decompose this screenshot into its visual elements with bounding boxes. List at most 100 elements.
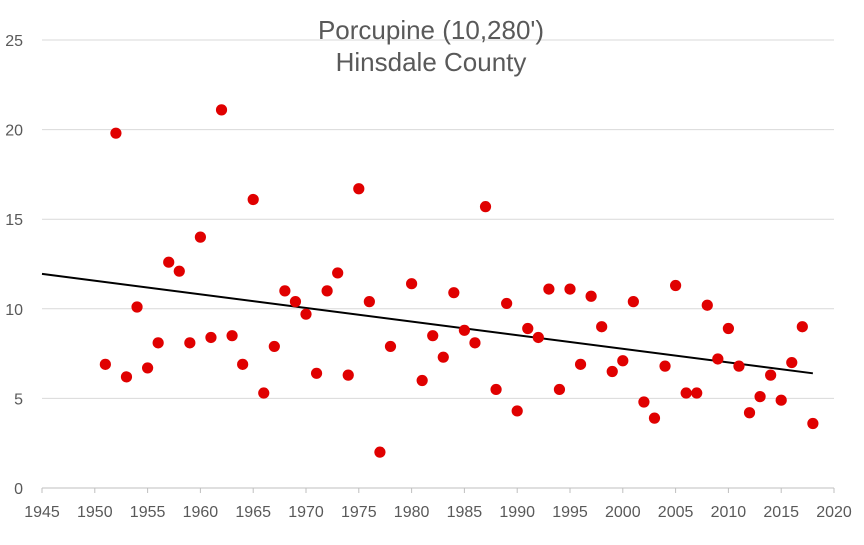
data-point-1980 [406, 278, 418, 290]
data-point-1984 [448, 287, 460, 299]
data-point-1971 [310, 367, 323, 379]
data-point-1965 [247, 193, 259, 206]
data-point-1991 [522, 322, 534, 335]
data-point-1968 [279, 285, 291, 297]
data-point-1975 [353, 183, 365, 195]
data-point-1986 [469, 337, 481, 349]
x-tick-label-1975: 1975 [341, 504, 377, 521]
data-point-1954 [131, 301, 143, 313]
data-point-2015 [775, 394, 787, 406]
data-point-1996 [574, 358, 587, 370]
x-tick-label-2000: 2000 [605, 504, 641, 521]
data-point-1982 [427, 330, 439, 342]
chart-title: Porcupine (10,280')Hinsdale County [318, 15, 544, 77]
data-point-2010 [722, 322, 735, 335]
data-point-2002 [638, 396, 650, 408]
data-point-2009 [712, 353, 724, 365]
data-point-1988 [490, 383, 502, 396]
data-point-1951 [99, 358, 111, 370]
data-point-1952 [110, 127, 122, 139]
linear-trendline [41, 272, 814, 375]
data-point-2006 [680, 387, 692, 399]
data-point-2008 [701, 299, 713, 311]
data-point-1966 [258, 387, 270, 399]
data-point-1998 [596, 321, 608, 333]
y-tick-label-0: 0 [14, 481, 23, 498]
data-point-1953 [120, 371, 133, 383]
data-point-2005 [670, 279, 682, 292]
y-tick-labels: 0 5 10 15 20 25 [5, 33, 23, 498]
data-point-1960 [194, 231, 206, 243]
x-tick-label-2020: 2020 [816, 504, 852, 521]
data-point-2017 [796, 321, 808, 333]
data-point-2004 [659, 360, 671, 372]
chart-title-line-1: Porcupine (10,280') [318, 15, 544, 45]
data-point-1963 [226, 330, 238, 342]
x-tick-label-1990: 1990 [499, 504, 535, 521]
data-point-1992 [532, 331, 544, 344]
data-point-1973 [332, 267, 344, 279]
x-tick-label-1985: 1985 [447, 504, 483, 521]
x-tick-labels: 1945 1950 1955 1960 1965 1970 1975 1980 1985 1990… [24, 504, 852, 521]
data-point-2018 [807, 417, 819, 430]
data-point-1961 [205, 331, 217, 344]
data-point-1962 [215, 104, 228, 116]
data-points [99, 104, 819, 458]
data-point-1990 [511, 405, 523, 417]
x-tick-label-1950: 1950 [77, 504, 113, 521]
y-tick-label-10: 10 [5, 302, 23, 319]
data-point-1967 [268, 340, 280, 353]
data-point-1977 [374, 446, 386, 458]
data-point-1999 [606, 365, 618, 378]
x-tick-label-1955: 1955 [130, 504, 166, 521]
data-point-1981 [416, 374, 428, 387]
data-point-2003 [648, 412, 661, 424]
data-point-1956 [152, 337, 164, 349]
y-tick-label-15: 15 [5, 212, 23, 229]
data-point-1995 [564, 283, 576, 295]
y-tick-label-5: 5 [14, 391, 23, 408]
x-tick-label-1970: 1970 [288, 504, 324, 521]
data-point-1983 [437, 351, 449, 363]
data-point-1978 [384, 340, 397, 353]
data-point-2014 [765, 369, 777, 381]
data-point-1974 [342, 369, 354, 381]
data-point-2000 [617, 355, 629, 367]
data-point-2007 [691, 387, 703, 399]
data-point-1976 [363, 296, 375, 308]
x-tick-label-1960: 1960 [183, 504, 219, 521]
data-point-1964 [237, 358, 249, 370]
data-point-1997 [585, 290, 597, 302]
data-point-1958 [173, 265, 185, 277]
data-point-1959 [184, 337, 196, 349]
x-tick-label-2015: 2015 [763, 504, 799, 521]
data-point-1955 [142, 362, 154, 374]
data-point-1970 [300, 308, 312, 320]
data-point-1985 [458, 324, 470, 336]
x-tick-label-1965: 1965 [235, 504, 271, 521]
x-tick-label-2005: 2005 [658, 504, 694, 521]
trendline-layer [41, 272, 814, 375]
data-point-2011 [733, 360, 745, 372]
grid-lines [42, 39, 834, 399]
data-point-1957 [163, 256, 175, 268]
axes [41, 487, 835, 493]
data-point-2016 [786, 356, 798, 369]
x-tick-label-1995: 1995 [552, 504, 588, 521]
data-point-2001 [627, 296, 639, 308]
x-tick-label-2010: 2010 [711, 504, 747, 521]
data-point-1993 [543, 283, 555, 295]
data-point-1972 [321, 285, 333, 297]
data-point-1987 [479, 201, 492, 213]
data-point-1994 [553, 383, 566, 396]
data-point-1989 [501, 297, 513, 310]
chart-title-line-2: Hinsdale County [336, 47, 527, 77]
data-point-1969 [289, 296, 302, 308]
data-point-2013 [754, 391, 766, 403]
data-point-2012 [743, 407, 756, 419]
y-tick-label-20: 20 [5, 123, 23, 140]
x-tick-label-1945: 1945 [24, 504, 60, 521]
y-tick-label-25: 25 [5, 33, 23, 50]
